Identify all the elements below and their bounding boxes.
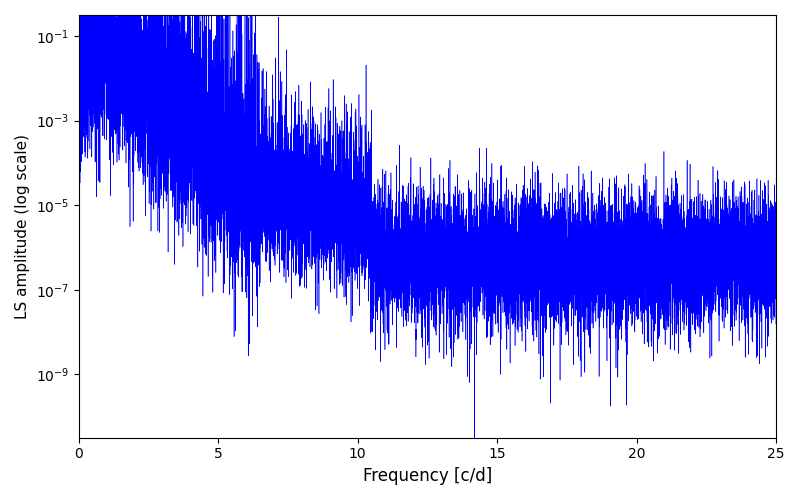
- Y-axis label: LS amplitude (log scale): LS amplitude (log scale): [15, 134, 30, 319]
- X-axis label: Frequency [c/d]: Frequency [c/d]: [363, 467, 492, 485]
